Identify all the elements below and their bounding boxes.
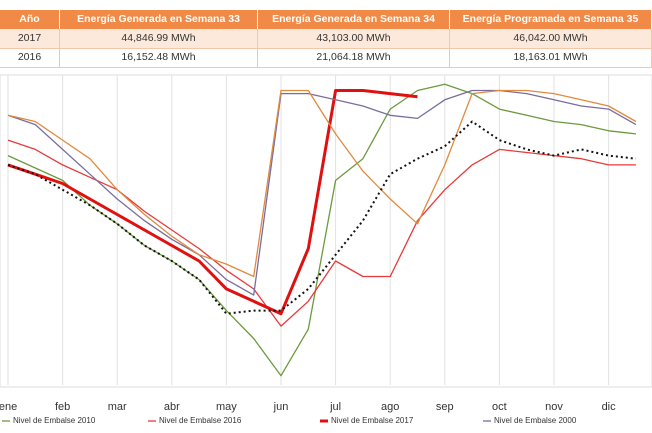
series-line [7,120,637,315]
x-tick-label: abr [164,401,180,413]
table-cell: 2016 [0,48,60,68]
header-cell: Energía Generada en Semana 34 [258,10,450,29]
table-cell: 44,846.99 MWh [60,29,258,49]
table-row: 2016 16,152.48 MWh 21,064.18 MWh 18,163.01 … [0,48,652,68]
x-tick-label: ago [381,401,399,413]
legend-label: Nivel de Embalse 2017 [331,416,414,425]
legend-label: Nivel de Embalse 2010 [13,416,96,425]
series-line [7,89,637,296]
header-row: Año Energía Generada en Semana 33 Energía … [0,10,652,29]
x-tick-label: ene [0,401,17,413]
series-line [7,83,636,377]
x-tick-label: feb [55,401,70,413]
series-line [7,89,637,278]
table-row: 2017 44,846.99 MWh 43,103.00 MWh 46,042.00 … [0,29,652,49]
legend-label: Nivel de Embalse 2000 [494,416,577,425]
plot-frame [0,74,652,388]
table-cell: 16,152.48 MWh [60,48,258,68]
x-tick-label: jul [329,401,341,413]
table-cell: 43,103.00 MWh [258,29,450,49]
legend-label: Nivel de Embalse 2016 [159,416,242,425]
x-tick-label: sep [436,401,454,413]
header-cell: Año [0,10,60,29]
table-cell: 2017 [0,29,60,49]
header-cell: Energía Generada en Semana 33 [60,10,258,29]
x-tick-label: may [216,401,237,413]
series-line [7,139,636,327]
x-tick-label: oct [492,401,507,413]
table-cell: 21,064.18 MWh [258,48,450,68]
series-line [7,89,418,316]
x-tick-label: mar [108,401,127,413]
summary-table: Año Energía Generada en Semana 33 Energía … [0,10,652,68]
x-tick-label: dic [602,401,617,413]
x-tick-label: nov [545,401,563,413]
x-tick-label: jun [273,401,289,413]
